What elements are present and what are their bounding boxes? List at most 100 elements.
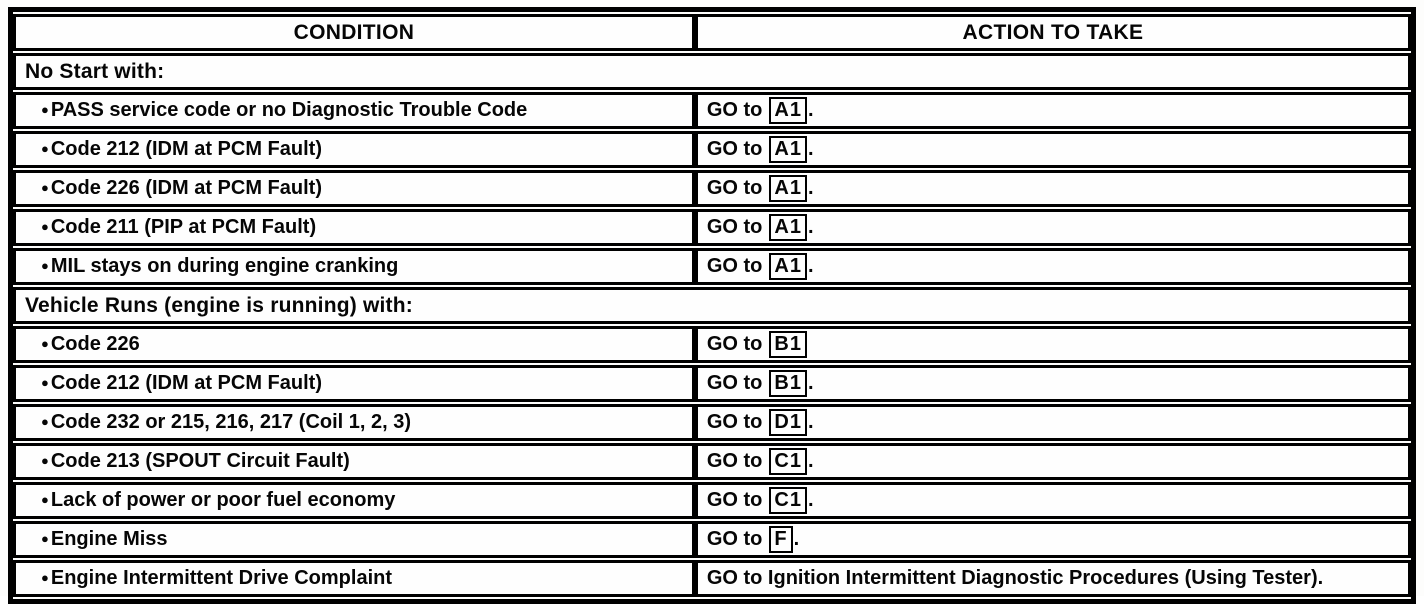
action-cell: GO to A1. — [694, 209, 1411, 246]
condition-text: Code 213 (SPOUT Circuit Fault) — [50, 450, 350, 472]
condition-cell: ● Code 212 (IDM at PCM Fault) — [13, 131, 695, 168]
condition-text: Code 212 (IDM at PCM Fault) — [50, 138, 322, 160]
bullet-icon: ● — [41, 492, 49, 507]
action-text: GO to — [706, 528, 763, 550]
section-row: No Start with: — [13, 53, 1411, 90]
condition-cell: ● Engine Miss — [13, 521, 695, 558]
condition-text: Code 211 (PIP at PCM Fault) — [50, 216, 317, 238]
condition-text: PASS service code or no Diagnostic Troub… — [50, 99, 528, 121]
bullet-icon: ● — [41, 258, 49, 273]
bullet-icon: ● — [41, 336, 49, 351]
go-to-reference-box: B1 — [769, 331, 807, 358]
action-suffix: . — [807, 411, 814, 433]
action-suffix: . — [807, 177, 814, 199]
action-suffix: . — [807, 450, 814, 472]
table-row: ● Code 232 or 215, 216, 217 (Coil 1, 2, 3… — [13, 404, 1411, 441]
bullet-icon: ● — [41, 375, 49, 390]
action-suffix: . — [807, 255, 814, 277]
bullet-icon: ● — [41, 570, 49, 585]
diagnostic-condition-action-table: CONDITION ACTION TO TAKE No Start with: … — [8, 7, 1416, 604]
condition-text: Engine Miss — [50, 528, 168, 550]
condition-cell: ● Code 213 (SPOUT Circuit Fault) — [13, 443, 695, 480]
action-cell: GO to F. — [694, 521, 1411, 558]
action-suffix: . — [807, 138, 814, 160]
action-suffix: . — [807, 372, 814, 394]
section-row: Vehicle Runs (engine is running) with: — [13, 287, 1411, 324]
action-cell: GO to A1. — [694, 92, 1411, 129]
go-to-reference-box: B1 — [769, 370, 807, 397]
bullet-icon: ● — [41, 141, 49, 156]
go-to-reference-box: A1 — [769, 253, 807, 280]
condition-cell: ● Code 211 (PIP at PCM Fault) — [13, 209, 695, 246]
action-suffix: . — [793, 528, 800, 550]
go-to-reference-box: C1 — [769, 487, 807, 514]
table-row: ● Code 213 (SPOUT Circuit Fault) GO to C1. — [13, 443, 1411, 480]
action-suffix: . — [807, 489, 814, 511]
action-text: GO to — [706, 411, 763, 433]
action-text: GO to — [706, 177, 763, 199]
action-cell: GO to C1. — [694, 443, 1411, 480]
bullet-icon: ● — [41, 414, 49, 429]
condition-cell: ● Code 226 — [13, 326, 695, 363]
go-to-reference-box: A1 — [769, 214, 807, 241]
action-text: GO to — [706, 372, 763, 394]
table-row: ● Engine Miss GO to F. — [13, 521, 1411, 558]
action-text: GO to — [706, 138, 763, 160]
action-cell: GO to C1. — [694, 482, 1411, 519]
condition-cell: ● Code 226 (IDM at PCM Fault) — [13, 170, 695, 207]
table-row: ● Code 212 (IDM at PCM Fault) GO to B1. — [13, 365, 1411, 402]
go-to-reference-box: D1 — [769, 409, 807, 436]
condition-text: Code 226 — [50, 333, 140, 355]
bullet-icon: ● — [41, 531, 49, 546]
go-to-reference-box: C1 — [769, 448, 807, 475]
action-text: GO to — [706, 489, 763, 511]
condition-text: Lack of power or poor fuel economy — [50, 489, 396, 511]
condition-cell: ● PASS service code or no Diagnostic Trou… — [13, 92, 695, 129]
condition-column-header: CONDITION — [13, 14, 695, 51]
table-row: ● Code 211 (PIP at PCM Fault) GO to A1. — [13, 209, 1411, 246]
table-row: ● Code 212 (IDM at PCM Fault) GO to A1. — [13, 131, 1411, 168]
action-text: GO to — [706, 333, 763, 355]
action-text: GO to — [706, 99, 763, 121]
action-text: GO to — [706, 255, 763, 277]
action-suffix: . — [807, 99, 814, 121]
table-header-row: CONDITION ACTION TO TAKE — [13, 14, 1411, 51]
go-to-reference-box: A1 — [769, 175, 807, 202]
condition-text: MIL stays on during engine cranking — [50, 255, 399, 277]
action-suffix: . — [807, 216, 814, 238]
table-row: ● Lack of power or poor fuel economy GO t… — [13, 482, 1411, 519]
action-column-header: ACTION TO TAKE — [694, 14, 1411, 51]
condition-text: Code 212 (IDM at PCM Fault) — [50, 372, 322, 394]
action-cell: GO to A1. — [694, 248, 1411, 285]
condition-cell: ● Engine Intermittent Drive Complaint — [13, 560, 695, 597]
action-cell: GO to A1. — [694, 170, 1411, 207]
condition-text: Code 226 (IDM at PCM Fault) — [50, 177, 322, 199]
go-to-reference-box: A1 — [769, 136, 807, 163]
condition-cell: ● Lack of power or poor fuel economy — [13, 482, 695, 519]
table-row: ● MIL stays on during engine cranking GO … — [13, 248, 1411, 285]
bullet-icon: ● — [41, 219, 49, 234]
condition-text: Code 232 or 215, 216, 217 (Coil 1, 2, 3) — [50, 411, 412, 433]
action-cell: GO to Ignition Intermittent Diagnostic P… — [694, 560, 1411, 597]
bullet-icon: ● — [41, 102, 49, 117]
action-cell: GO to B1 — [694, 326, 1411, 363]
go-to-reference-box: F — [769, 526, 793, 553]
section-header: No Start with: — [13, 53, 1411, 90]
table-row: ● Code 226 (IDM at PCM Fault) GO to A1. — [13, 170, 1411, 207]
action-text: GO to — [706, 450, 763, 472]
section-header: Vehicle Runs (engine is running) with: — [13, 287, 1411, 324]
table-row: ● Code 226 GO to B1 — [13, 326, 1411, 363]
table-row: ● PASS service code or no Diagnostic Trou… — [13, 92, 1411, 129]
action-cell: GO to B1. — [694, 365, 1411, 402]
condition-cell: ● Code 212 (IDM at PCM Fault) — [13, 365, 695, 402]
action-text: GO to — [706, 216, 763, 238]
action-text: GO to Ignition Intermittent Diagnostic P… — [706, 567, 1324, 589]
condition-cell: ● Code 232 or 215, 216, 217 (Coil 1, 2, 3… — [13, 404, 695, 441]
condition-cell: ● MIL stays on during engine cranking — [13, 248, 695, 285]
table-row: ● Engine Intermittent Drive Complaint GO … — [13, 560, 1411, 597]
action-cell: GO to A1. — [694, 131, 1411, 168]
condition-text: Engine Intermittent Drive Complaint — [50, 567, 393, 589]
go-to-reference-box: A1 — [769, 97, 807, 124]
bullet-icon: ● — [41, 180, 49, 195]
